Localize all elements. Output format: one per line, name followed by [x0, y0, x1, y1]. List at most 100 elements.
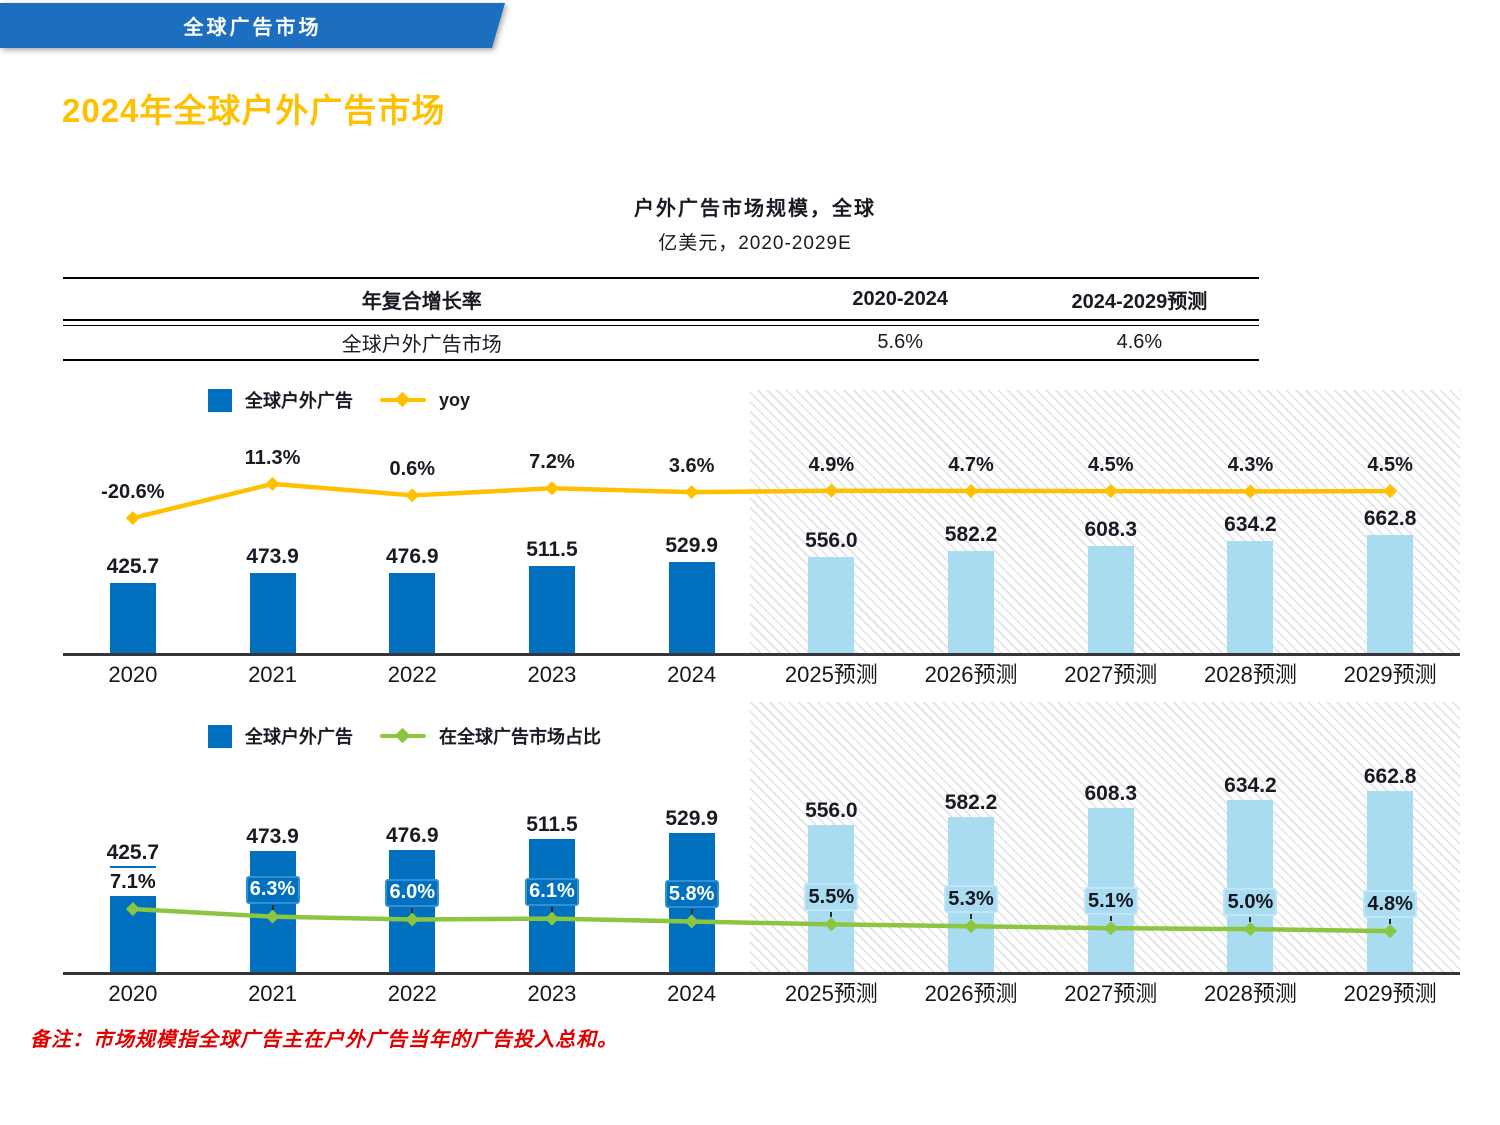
bar — [948, 551, 995, 654]
bar — [109, 866, 156, 973]
axis-category-label: 2028预测 — [1203, 662, 1297, 687]
cagr-table-header-2024-2029: 2024-2029预测 — [1071, 290, 1208, 313]
bar — [1227, 800, 1274, 973]
bar-value-label: 529.9 — [665, 533, 718, 557]
diamond-marker-icon — [125, 902, 140, 916]
legend-bar-swatch — [208, 724, 232, 748]
diamond-marker-icon — [544, 911, 559, 926]
diamond-marker-icon — [405, 488, 420, 503]
yoy-value-label: 4.5% — [1087, 454, 1134, 477]
cagr-table-header-row: 年复合增长率 2020-2024 2024-2029预测 — [63, 277, 1259, 321]
diamond-marker-icon — [1383, 484, 1398, 499]
axis-category-label: 2023 — [527, 981, 577, 1006]
axis-category-label: 2026预测 — [924, 662, 1018, 687]
yoy-value-label: 4.3% — [1227, 454, 1274, 477]
axis-category-label: 2027预测 — [1064, 981, 1158, 1006]
axis-category-label: 2020 — [108, 662, 158, 687]
axis-category-label: 2022 — [387, 662, 437, 687]
bar-value-label: 582.2 — [944, 523, 998, 547]
yoy-value-label: 4.7% — [948, 453, 994, 476]
axis-category-label: 2026预测 — [924, 981, 1018, 1006]
axis-category-label: 2021 — [248, 981, 298, 1006]
callout-pointer — [830, 912, 833, 918]
trend-line — [130, 481, 1393, 521]
share-value-callout: 6.1% — [524, 877, 579, 906]
axis-category-label: 2028预测 — [1203, 981, 1297, 1006]
axis-category-label: 2027预测 — [1064, 662, 1158, 687]
bar-value-label: 556.0 — [805, 798, 858, 822]
bar — [1087, 808, 1134, 973]
cagr-table-data-row: 全球户外广告市场 5.6% 4.6% — [63, 325, 1259, 361]
cagr-table-header-2020-2024: 2020-2024 — [852, 287, 949, 310]
cagr-table: 年复合增长率 2020-2024 2024-2029预测 全球户外广告市场 5.… — [63, 277, 1259, 361]
yoy-value-label: -20.6% — [101, 481, 165, 504]
bar-value-label: 425.7 — [106, 554, 160, 578]
bar — [389, 572, 436, 654]
legend-bar-swatch — [208, 388, 232, 412]
bar-value-label: 582.2 — [944, 790, 998, 814]
bar — [1367, 534, 1414, 654]
cagr-value-2024-2029: 4.6% — [1116, 331, 1163, 353]
yoy-value-label: 0.6% — [389, 458, 436, 481]
diamond-marker-icon — [964, 483, 979, 498]
diamond-marker-icon — [394, 391, 411, 408]
diamond-marker-icon — [405, 912, 420, 927]
diamond-marker-icon — [394, 727, 411, 744]
callout-pointer — [970, 914, 973, 920]
axis-category-label: 2025预测 — [784, 662, 878, 687]
diamond-marker-icon — [125, 511, 140, 526]
diamond-marker-icon — [684, 914, 699, 929]
diamond-marker-icon — [544, 481, 559, 496]
bar — [528, 839, 575, 973]
yoy-value-label: 4.9% — [808, 453, 855, 476]
banner-shape: 全球广告市场 — [0, 3, 505, 48]
bar-value-label: 473.9 — [246, 824, 299, 848]
cagr-row-label: 全球户外广告市场 — [341, 334, 502, 356]
share-value-callout: 4.8% — [1363, 890, 1418, 919]
axis-category-label: 2029预测 — [1343, 981, 1437, 1006]
legend-yoy-line-icon — [380, 391, 426, 408]
legend-bar-label: 全球户外广告 — [245, 391, 353, 411]
bar — [948, 816, 995, 973]
diamond-marker-icon — [1383, 924, 1398, 939]
callout-pointer — [550, 906, 553, 912]
diamond-marker-icon — [824, 483, 839, 498]
legend-share-line-icon — [380, 727, 426, 744]
bar-value-label: 511.5 — [526, 537, 578, 561]
footnote: 备注：市场规模指全球广告主在户外广告当年的广告投入总和。 — [30, 1029, 618, 1051]
axis-category-label: 2025预测 — [784, 981, 878, 1006]
share-value-callout: 5.0% — [1223, 888, 1278, 917]
yoy-value-label: 11.3% — [244, 446, 301, 469]
banner-label: 全球广告市场 — [183, 17, 322, 39]
axis-category-label: 2024 — [667, 981, 717, 1006]
callout-pointer — [1389, 919, 1392, 925]
bar-value-label: 476.9 — [385, 544, 439, 568]
bar — [109, 582, 156, 654]
forecast-hatch-area — [750, 390, 1460, 653]
bar-value-label: 473.9 — [246, 545, 299, 569]
callout-pointer — [411, 907, 414, 913]
bar — [808, 824, 855, 973]
axis-category-label: 2024 — [667, 662, 717, 687]
axis-category-label: 2022 — [387, 981, 437, 1006]
bar-value-label: 634.2 — [1224, 774, 1277, 798]
bar — [1227, 540, 1274, 654]
chart1-legend: 全球户外广告 yoy — [208, 387, 470, 413]
yoy-value-label: 4.5% — [1367, 454, 1413, 477]
bar — [389, 850, 436, 973]
diamond-marker-icon — [1243, 484, 1258, 499]
chart-subtitle: 亿美元，2020-2029E — [658, 233, 852, 254]
x-axis-line — [63, 972, 1460, 975]
bar — [1087, 546, 1134, 654]
legend-yoy-label: yoy — [439, 389, 471, 410]
bar — [249, 573, 296, 654]
diamond-marker-icon — [1103, 484, 1118, 499]
callout-pointer — [690, 909, 693, 915]
bar — [1367, 790, 1414, 973]
cagr-value-2020-2024: 5.6% — [877, 331, 923, 353]
bar-value-label: 634.2 — [1224, 512, 1277, 536]
callout-pointer — [1249, 917, 1252, 923]
bar — [249, 850, 296, 973]
